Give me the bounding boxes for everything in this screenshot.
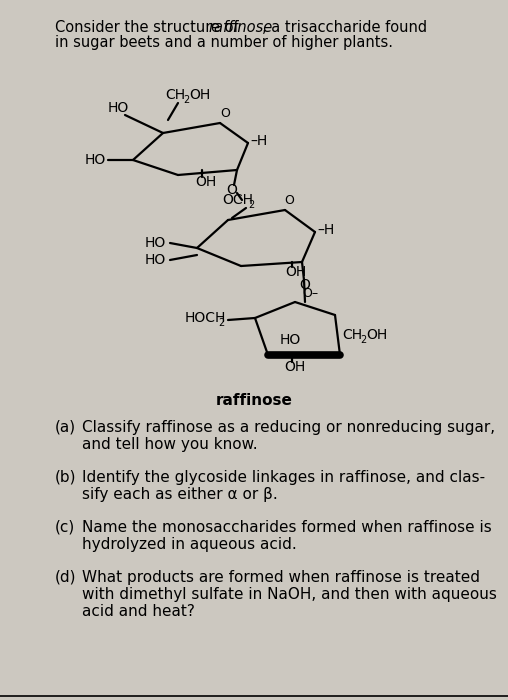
Text: Classify raffinose as a reducing or nonreducing sugar,: Classify raffinose as a reducing or nonr… — [82, 420, 495, 435]
Text: (b): (b) — [55, 470, 77, 485]
Text: HOCH: HOCH — [185, 311, 227, 325]
Text: HO: HO — [280, 333, 301, 347]
Text: Name the monosaccharides formed when raffinose is: Name the monosaccharides formed when raf… — [82, 520, 492, 535]
Text: OH: OH — [284, 360, 306, 374]
Text: and tell how you know.: and tell how you know. — [82, 437, 258, 452]
Text: raffinose: raffinose — [215, 393, 293, 408]
Text: OCH: OCH — [222, 193, 253, 207]
Text: 2: 2 — [183, 95, 189, 105]
Text: O: O — [284, 194, 294, 207]
Text: Identify the glycoside linkages in raffinose, and clas-: Identify the glycoside linkages in raffi… — [82, 470, 485, 485]
Text: OH: OH — [189, 88, 210, 102]
Text: CH: CH — [165, 88, 185, 102]
Text: O: O — [227, 183, 237, 197]
Text: HO: HO — [108, 101, 129, 115]
Text: OH: OH — [195, 175, 216, 189]
Text: 2: 2 — [360, 335, 366, 345]
Text: Consider the structure of: Consider the structure of — [55, 20, 243, 35]
Text: (d): (d) — [55, 570, 77, 585]
Text: 2: 2 — [218, 318, 224, 328]
Text: raffinose: raffinose — [208, 20, 272, 35]
Text: HO: HO — [85, 153, 106, 167]
Text: acid and heat?: acid and heat? — [82, 604, 195, 619]
Text: (a): (a) — [55, 420, 76, 435]
Text: 2: 2 — [248, 200, 254, 210]
Text: O: O — [220, 107, 230, 120]
Text: O: O — [300, 278, 310, 292]
Text: hydrolyzed in aqueous acid.: hydrolyzed in aqueous acid. — [82, 537, 297, 552]
Text: CH: CH — [342, 328, 362, 342]
Text: –H: –H — [317, 223, 334, 237]
Text: , a trisaccharide found: , a trisaccharide found — [262, 20, 427, 35]
Text: OH: OH — [366, 328, 387, 342]
Text: in sugar beets and a number of higher plants.: in sugar beets and a number of higher pl… — [55, 35, 393, 50]
Text: sify each as either α or β.: sify each as either α or β. — [82, 487, 278, 502]
Text: OH: OH — [285, 265, 306, 279]
Text: (c): (c) — [55, 520, 75, 535]
Text: HO: HO — [145, 253, 166, 267]
Text: HO: HO — [145, 236, 166, 250]
Text: –H: –H — [250, 134, 267, 148]
Text: What products are formed when raffinose is treated: What products are formed when raffinose … — [82, 570, 480, 585]
Text: with dimethyl sulfate in NaOH, and then with aqueous: with dimethyl sulfate in NaOH, and then … — [82, 587, 497, 602]
Text: O–: O– — [302, 287, 318, 300]
